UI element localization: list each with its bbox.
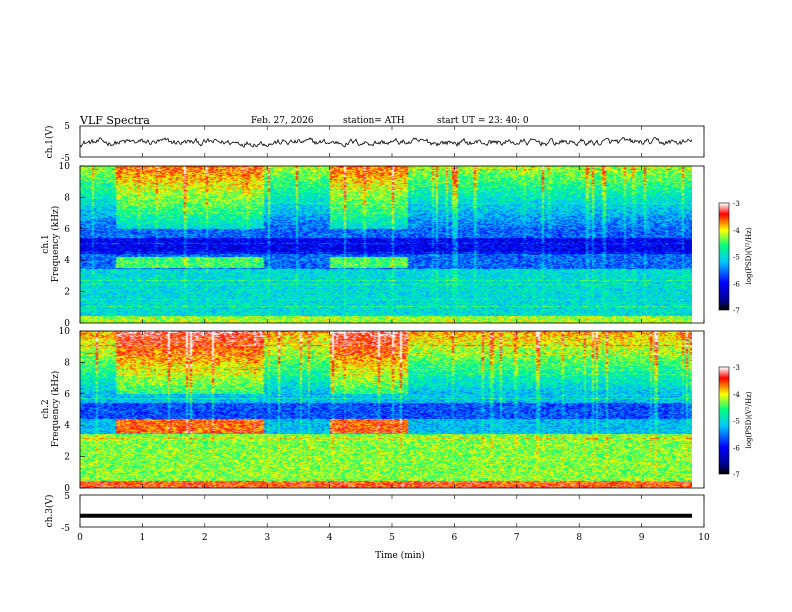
ch3-ylabel: ch.3(V) [44,495,55,528]
ch1-colorbar-tick: -7 [733,307,740,315]
x-axis: 0 1 2 3 4 5 6 7 8 9 10 [77,126,710,543]
x-tick-label: 8 [576,533,582,543]
ch3-panel: 5 -5 ch.3(V) [44,492,705,534]
x-tick-label: 1 [140,533,146,543]
ch2-spec-ylabel-freq: Frequency (kHz) [50,371,61,448]
ch1-colorbar-tick: -5 [733,254,740,262]
ch1-ylabel: ch.1(V) [44,126,55,159]
ch1-colorbar-label: log(PSD)(V²/Hz) [745,227,753,284]
ch1-spec-ylabel-channel: ch.1 [41,234,51,253]
ch2-spec-ylabel-channel: ch.2 [41,399,51,418]
ch1-spec-ytick: 10 [59,162,71,172]
x-tick-label: 0 [77,533,83,543]
ch2-colorbar-tick: -3 [733,364,740,372]
figure-title: VLF Spectra [79,114,150,127]
ch2-colorbar-tick: -4 [733,391,740,399]
station-label: station= ATH [343,116,405,126]
x-axis-label: Time (min) [375,550,425,561]
x-tick-label: 9 [639,533,645,543]
ch1-colorbar-tick: -4 [733,227,740,235]
ch1-signal-line [79,136,693,148]
ch2-spec-ytick: 4 [64,421,70,431]
x-tick-label: 6 [452,533,458,543]
ch2-spectrogram-image [80,331,692,488]
ch1-spec-ytick: 8 [64,193,70,203]
ch2-colorbar [719,367,729,474]
ch2-spec-ytick: 0 [64,484,70,494]
ch1-ytick-top: 5 [64,122,70,132]
ch1-spec-ytick: 4 [64,256,70,266]
ch1-spec-ytick: 0 [64,319,70,329]
ch2-spec-ytick: 10 [59,327,71,337]
x-tick-label: 5 [389,533,395,543]
start-ut-label: start UT = 23: 40: 0 [437,116,529,126]
ch2-spec-ytick: 2 [64,453,70,463]
ch3-frame [79,494,705,528]
x-tick-label: 3 [264,533,270,543]
ch1-colorbar-tick: -6 [733,280,740,288]
ch2-colorbar-tick: -7 [733,471,740,479]
ch2-colorbar-tick: -5 [733,418,740,426]
x-tick-label: 4 [327,533,333,543]
ch1-spec-ytick: 6 [64,225,70,235]
ch1-spec-ylabel-freq: Frequency (kHz) [50,206,61,283]
x-tick-label: 10 [698,533,710,543]
ch2-spec-ytick: 6 [64,390,70,400]
ch1-spec-ytick: 2 [64,288,70,298]
ch1-colorbar [719,203,729,310]
ch2-colorbar-label: log(PSD)(V²/Hz) [745,391,753,448]
ch1-ytick-bottom: -5 [61,154,70,164]
x-tick-label: 2 [202,533,208,543]
ch2-colorbar-frame [718,366,730,475]
ch1-colorbar-frame [718,202,730,311]
x-tick-label: 7 [514,533,520,543]
ch2-spec-ytick: 8 [64,358,70,368]
ch1-colorbar-tick: -3 [733,200,740,208]
date-label: Feb. 27, 2026 [251,116,314,126]
ch3-ytick-top: 5 [64,492,70,502]
ch2-colorbar-tick: -6 [733,444,740,452]
ch1-spectrogram-image [80,166,692,323]
ch3-ytick-bottom: -5 [61,524,70,534]
ch1-panel: 5 -5 ch.1(V) [44,122,705,164]
